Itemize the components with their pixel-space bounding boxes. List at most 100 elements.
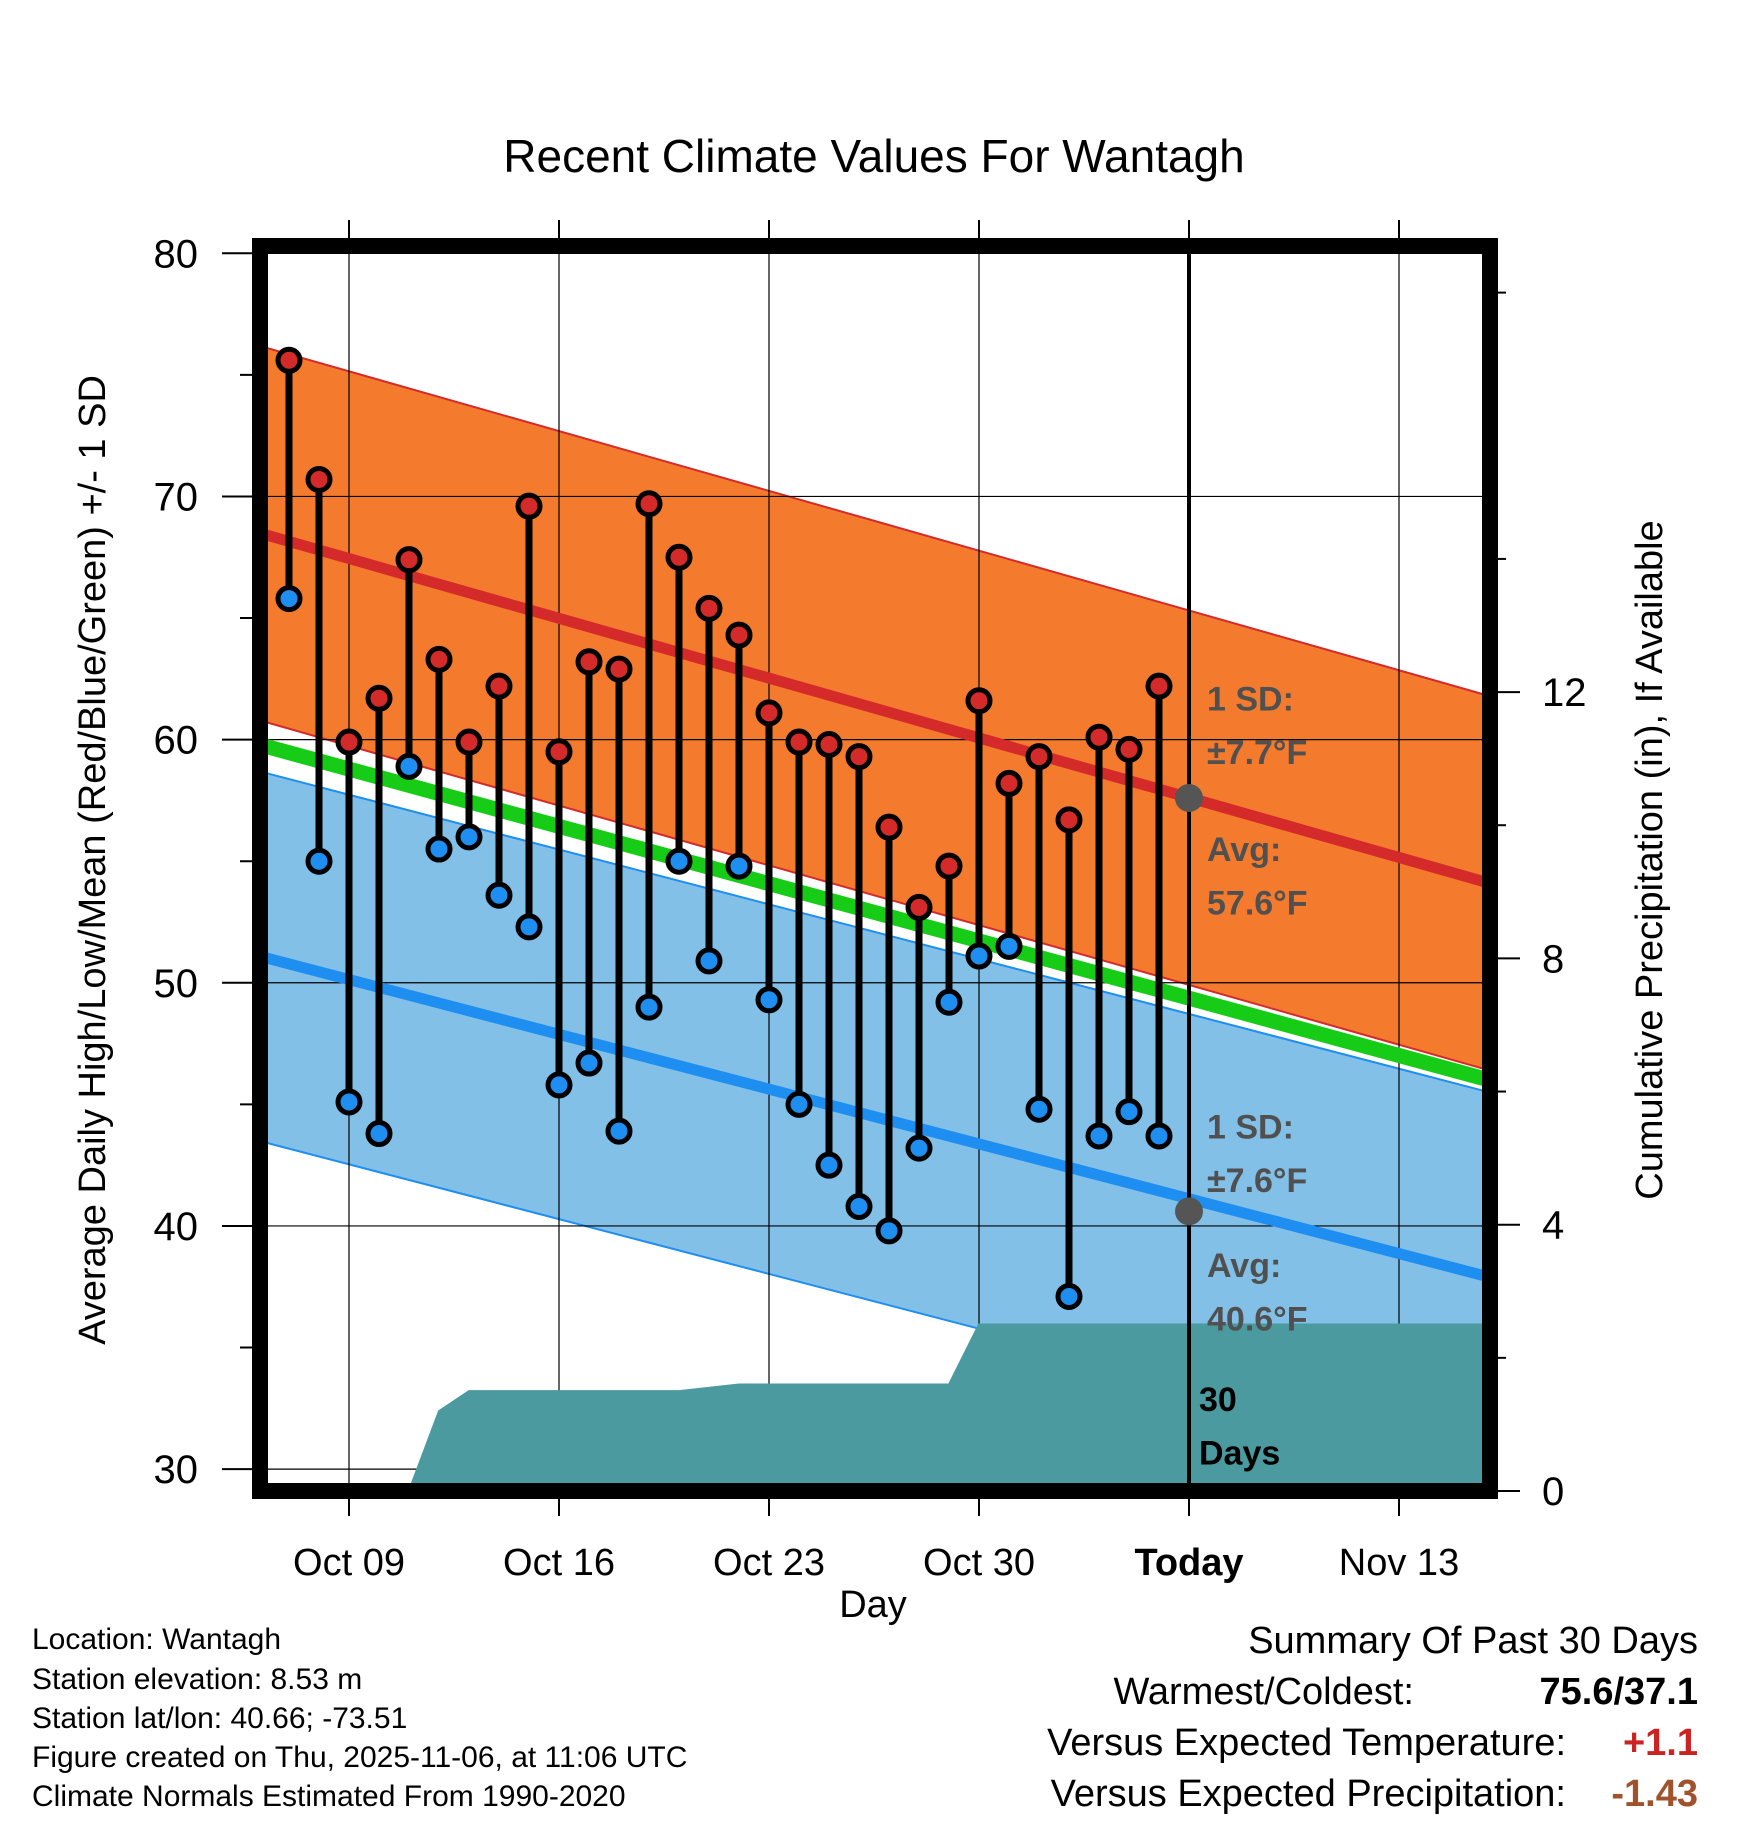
high-point [1145,672,1173,700]
low-point [1115,1098,1143,1126]
x-tick-label: Oct 09 [293,1542,405,1584]
plot-content: 1 SD: ±7.7°F Avg: 57.6°F 1 SD: ±7.6°F Avg: 40.6… [260,246,1490,1491]
high-point [635,490,663,518]
low-point [275,585,303,613]
low-point [335,1088,363,1116]
high-point [875,813,903,841]
low-point [635,993,663,1021]
low-point [965,942,993,970]
low-point [455,823,483,851]
y2-tick-label: 12 [1542,671,1587,715]
high-point [1025,743,1053,771]
low-point [305,847,333,875]
high-sd-label: 1 SD: [1207,680,1294,718]
plot-area: 1 SD: ±7.7°F Avg: 57.6°F 1 SD: ±7.6°F Avg: 40.6… [154,220,1587,1584]
low-point [365,1120,393,1148]
y-tick-label: 70 [154,475,199,519]
high-avg-label: Avg: [1207,831,1281,869]
x-tick-label: Nov 13 [1339,1542,1459,1584]
y2-tick-label: 0 [1542,1470,1564,1514]
elevation-line: Station elevation: 8.53 m [32,1663,363,1696]
summary-heading: Summary Of Past 30 Days [1248,1620,1698,1662]
y-tick-label: 50 [154,962,199,1006]
high-point [605,655,633,683]
high-point [455,728,483,756]
high-point [485,672,513,700]
low-point [785,1090,813,1118]
x-tick-label: Today [1134,1542,1243,1584]
high-point [395,546,423,574]
today-high-marker [1175,783,1203,812]
y2-tick-label: 8 [1542,937,1564,981]
high-point [725,621,753,649]
low-avg-label: Avg: [1207,1247,1281,1285]
temp-label: Versus Expected Temperature: [1047,1722,1566,1764]
low-sd-value: ±7.6°F [1207,1162,1307,1200]
high-point [1055,806,1083,834]
low-point [575,1049,603,1077]
high-point [305,465,333,493]
normals-line: Climate Normals Estimated From 1990-2020 [32,1780,626,1813]
low-point [515,913,543,941]
low-point [905,1134,933,1162]
high-point [545,738,573,766]
low-point [995,932,1023,960]
low-point [845,1192,873,1220]
mean-line [260,737,1490,1088]
high-point [695,594,723,622]
high-point [845,743,873,771]
high-point [1085,723,1113,751]
high-point [335,728,363,756]
high-point [935,852,963,880]
high-point [1115,735,1143,763]
high-sd-value: ±7.7°F [1207,734,1307,772]
y-tick-label: 60 [154,719,199,763]
high-point [425,645,453,673]
high-point [815,730,843,758]
y-tick-label: 80 [154,232,199,276]
latlon-line: Station lat/lon: 40.66; -73.51 [32,1702,408,1735]
low-point [1145,1122,1173,1150]
low-sd-label: 1 SD: [1207,1108,1294,1146]
high-point [995,769,1023,797]
precip-line [260,1323,1489,1491]
low-point [605,1117,633,1145]
y-tick-label: 30 [154,1448,199,1492]
warm-cold-label: Warmest/Coldest: [1113,1671,1414,1713]
x-tick-label: Oct 23 [713,1542,825,1584]
low-avg-value: 40.6°F [1207,1301,1308,1339]
high-point [785,728,813,756]
y2-axis-label: Cumulative Precipitation (in), If Availa… [1629,520,1671,1199]
low-point [755,986,783,1014]
high-point [365,684,393,712]
chart-title: Recent Climate Values For Wantagh [503,130,1244,182]
low-point [1085,1122,1113,1150]
high-point [755,699,783,727]
y-axis-label: Average Daily High/Low/Mean (Red/Blue/Gr… [72,375,114,1345]
y-tick-label: 40 [154,1205,199,1249]
warm-cold-value: 75.6/37.1 [1539,1671,1698,1713]
low-point [665,847,693,875]
high-point [275,346,303,374]
x-tick-label: Oct 16 [503,1542,615,1584]
low-point [815,1151,843,1179]
high-point [965,687,993,715]
x-axis-label: Day [839,1584,907,1626]
low-point [695,947,723,975]
high-avg-value: 57.6°F [1207,885,1308,923]
high-point [665,543,693,571]
window-label-2: Days [1199,1434,1280,1472]
low-point [545,1071,573,1099]
low-avg-line [260,950,1490,1283]
high-point [575,648,603,676]
y2-tick-label: 4 [1542,1204,1564,1248]
low-point [425,835,453,863]
today-low-marker [1175,1197,1203,1226]
high-point [515,492,543,520]
temp-value: +1.1 [1622,1722,1698,1764]
low-point [395,752,423,780]
low-point [1025,1095,1053,1123]
location-line: Location: Wantagh [32,1623,282,1656]
low-point [935,988,963,1016]
